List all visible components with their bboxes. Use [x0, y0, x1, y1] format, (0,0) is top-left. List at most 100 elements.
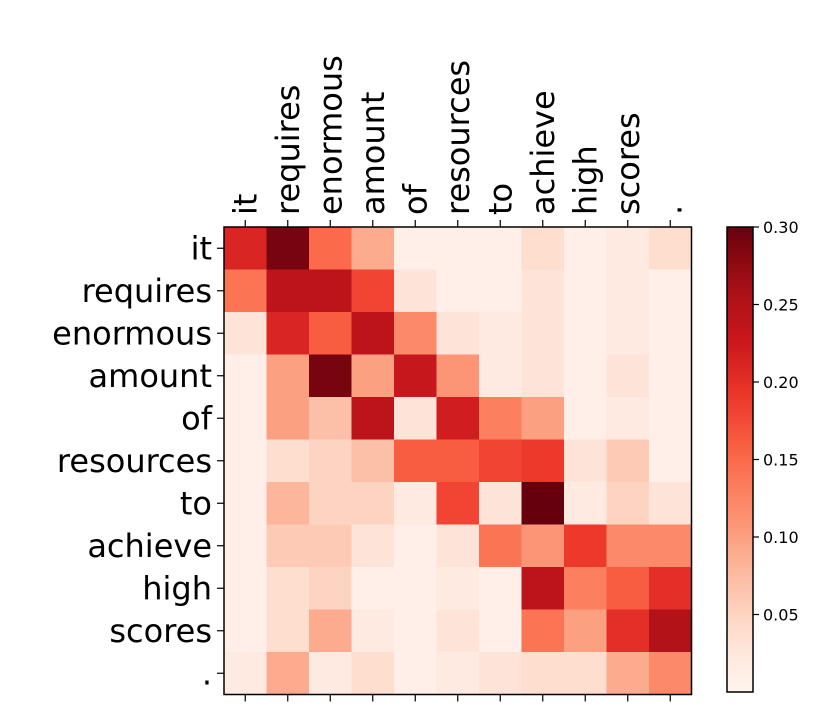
heatmap-cell-7-5	[436, 524, 480, 568]
x-tick-label: it	[226, 194, 264, 215]
y-axis-left: it requires enormous amount of resources to ach…	[52, 229, 224, 692]
heatmap-cell-3-7	[521, 354, 565, 398]
heatmap-cell-10-4	[394, 652, 438, 696]
heatmap-cell-8-5	[436, 567, 480, 611]
heatmap-cell-3-1	[266, 354, 310, 398]
heatmap-cell-8-9	[606, 567, 650, 611]
heatmap-cell-7-4	[394, 524, 438, 568]
heatmap-cell-9-7	[521, 609, 565, 653]
heatmap-cell-6-10	[649, 482, 693, 526]
y-tick-label: scores	[109, 612, 212, 650]
colorbar-tick-label: 0.25	[763, 296, 799, 315]
heatmap-cell-3-8	[564, 354, 608, 398]
heatmap-cell-2-2	[309, 312, 353, 356]
heatmap-cell-4-7	[521, 397, 565, 441]
heatmap-cell-2-5	[436, 312, 480, 356]
colorbar-gradient	[727, 227, 753, 692]
heatmap-cell-6-9	[606, 482, 650, 526]
heatmap-cell-5-7	[521, 439, 565, 483]
heatmap-cell-1-2	[309, 269, 353, 313]
x-tick-label: requires	[269, 85, 307, 215]
heatmap-cell-5-5	[436, 439, 480, 483]
heatmap-cell-9-1	[266, 609, 310, 653]
y-tick-label: of	[181, 399, 213, 437]
heatmap-cell-4-1	[266, 397, 310, 441]
heatmap-cell-8-7	[521, 567, 565, 611]
heatmap-cell-2-7	[521, 312, 565, 356]
heatmap-cell-0-2	[309, 227, 353, 271]
x-axis-bottom-ticks	[244, 694, 671, 702]
heatmap-cell-0-3	[351, 227, 395, 271]
heatmap-cell-2-3	[351, 312, 395, 356]
heatmap-cell-3-9	[606, 354, 650, 398]
heatmap-cell-0-10	[649, 227, 693, 271]
heatmap-cell-8-4	[394, 567, 438, 611]
heatmap-cell-4-10	[649, 397, 693, 441]
heatmap-cell-9-8	[564, 609, 608, 653]
heatmap-cell-3-0	[224, 354, 268, 398]
heatmap-cell-2-0	[224, 312, 268, 356]
heatmap-cell-10-5	[436, 652, 480, 696]
heatmap-cell-4-0	[224, 397, 268, 441]
y-tick-label: to	[180, 484, 212, 522]
y-tick-label: requires	[82, 272, 212, 310]
colorbar-ticks: 0.05 0.10 0.15 0.20 0.25 0.30	[753, 218, 799, 625]
heatmap-cell-0-4	[394, 227, 438, 271]
heatmap-cell-1-8	[564, 269, 608, 313]
heatmap-cell-6-3	[351, 482, 395, 526]
heatmap-cell-8-3	[351, 567, 395, 611]
heatmap-cell-1-3	[351, 269, 395, 313]
heatmap-cell-10-2	[309, 652, 353, 696]
colorbar-tick-label: 0.20	[763, 373, 799, 392]
colorbar-tick-label: 0.10	[763, 528, 799, 547]
heatmap-cell-9-0	[224, 609, 268, 653]
heatmap-cell-9-5	[436, 609, 480, 653]
x-tick-label: .	[651, 205, 689, 215]
heatmap-cell-1-1	[266, 269, 310, 313]
heatmap-cell-4-4	[394, 397, 438, 441]
heatmap-cell-6-2	[309, 482, 353, 526]
y-tick-label: achieve	[87, 527, 212, 565]
heatmap-cell-4-5	[436, 397, 480, 441]
heatmap-cell-3-4	[394, 354, 438, 398]
heatmap-cell-2-8	[564, 312, 608, 356]
heatmap-cell-9-2	[309, 609, 353, 653]
heatmap-cell-7-1	[266, 524, 310, 568]
heatmap-cell-10-7	[521, 652, 565, 696]
heatmap-cell-1-0	[224, 269, 268, 313]
heatmap-cell-8-0	[224, 567, 268, 611]
heatmap-cell-9-9	[606, 609, 650, 653]
heatmap-cells	[224, 227, 693, 696]
y-tick-label: amount	[89, 357, 212, 395]
heatmap-cell-10-9	[606, 652, 650, 696]
heatmap-cell-3-5	[436, 354, 480, 398]
heatmap-cell-5-3	[351, 439, 395, 483]
heatmap-cell-0-1	[266, 227, 310, 271]
heatmap-cell-5-0	[224, 439, 268, 483]
heatmap-cell-8-2	[309, 567, 353, 611]
colorbar-tick-label: 0.30	[763, 218, 799, 237]
y-tick-label: .	[202, 654, 212, 692]
x-tick-label: to	[481, 183, 519, 215]
y-tick-label: enormous	[52, 314, 212, 352]
heatmap-cell-10-6	[479, 652, 523, 696]
heatmap-cell-7-6	[479, 524, 523, 568]
x-tick-label: of	[396, 183, 434, 215]
heatmap-cell-5-2	[309, 439, 353, 483]
heatmap-cell-1-10	[649, 269, 693, 313]
heatmap-cell-7-10	[649, 524, 693, 568]
heatmap-cell-2-10	[649, 312, 693, 356]
heatmap-cell-5-1	[266, 439, 310, 483]
heatmap-cell-8-6	[479, 567, 523, 611]
heatmap-cell-10-3	[351, 652, 395, 696]
heatmap-cell-4-9	[606, 397, 650, 441]
heatmap-cell-10-1	[266, 652, 310, 696]
heatmap-cell-9-4	[394, 609, 438, 653]
heatmap-cell-1-9	[606, 269, 650, 313]
heatmap-cell-1-6	[479, 269, 523, 313]
heatmap-cell-3-6	[479, 354, 523, 398]
heatmap-cell-3-10	[649, 354, 693, 398]
heatmap-cell-0-9	[606, 227, 650, 271]
x-tick-label: high	[566, 145, 604, 215]
